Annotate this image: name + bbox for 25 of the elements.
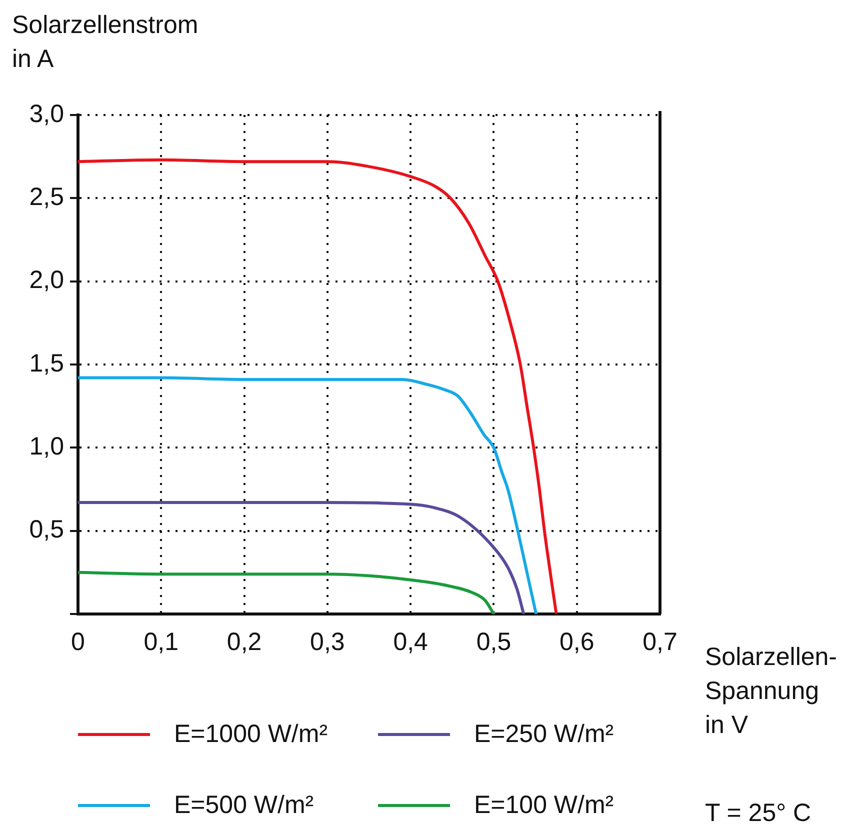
x-tick-label: 0,2 — [226, 628, 262, 656]
y-tick-label: 1,0 — [29, 432, 64, 461]
x-tick-label: 0,3 — [310, 628, 345, 656]
legend-label: E=1000 W/m² — [174, 720, 328, 749]
x-tick-label: 0 — [71, 628, 85, 656]
legend-label: E=250 W/m² — [474, 720, 614, 749]
x-tick-label: 0,1 — [144, 628, 179, 656]
y-tick-label: 0,5 — [29, 516, 64, 544]
x-tick-label: 0,4 — [393, 628, 428, 656]
x-tick-label: 0,6 — [559, 628, 594, 656]
legend-label: E=500 W/m² — [174, 791, 314, 820]
line-series — [78, 570, 496, 614]
line-series — [78, 158, 558, 614]
y-axis-title: Solarzellenstrom in A — [12, 10, 198, 75]
text: T = 25° C — [705, 798, 812, 829]
x-tick-label: 0,7 — [642, 628, 678, 656]
line-series — [78, 501, 526, 614]
y-tick-label: 3,0 — [29, 100, 64, 128]
line-series — [78, 376, 538, 614]
x-axis-title: Solarzellen- Spannung in V — [705, 642, 838, 741]
y-tick-label: 2,5 — [29, 183, 64, 212]
x-tick-label: 0,5 — [476, 628, 512, 656]
y-tick-label: 2,0 — [29, 266, 64, 294]
legend-label: E=100 W/m² — [474, 791, 614, 820]
y-tick-label: 1,5 — [29, 349, 64, 378]
